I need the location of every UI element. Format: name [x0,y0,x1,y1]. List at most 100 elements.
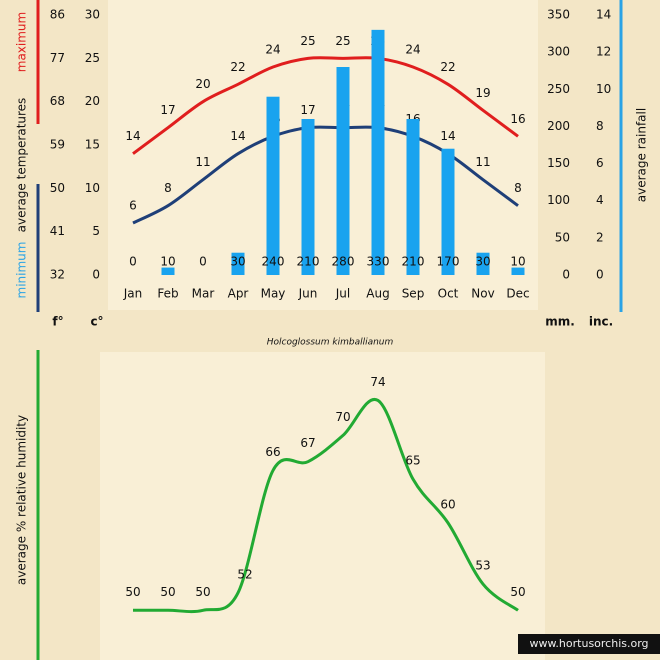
tick-label: 350 [547,8,570,22]
tick-label: 77 [50,51,65,65]
tick-label: 0 [596,268,604,282]
y2-axis-label: average rainfall [635,108,649,202]
x-tick-label: Mar [192,287,215,301]
data-label: 20 [195,77,210,91]
tick-label: 6 [596,156,604,170]
caption: Holcoglossum kimballianum [267,338,394,348]
bar [336,67,350,275]
unit-label: f° [52,315,63,329]
data-label: 22 [440,60,455,74]
x-tick-label: Dec [506,287,529,301]
data-label: 14 [440,129,455,143]
x-tick-label: Sep [402,287,425,301]
line [132,56,519,155]
legend-entry: maximum [15,12,29,72]
data-label: 30 [230,255,245,269]
data-label: 65 [405,454,420,468]
tick-label: 2 [596,230,604,244]
data-label: 60 [440,497,455,511]
tick-label: 41 [50,224,65,238]
data-label: 14 [230,129,245,143]
tick-label: 10 [596,82,611,96]
bar [301,119,315,275]
tick-label: 10 [85,181,100,195]
data-label: 25 [300,34,315,48]
data-label: 50 [160,585,175,599]
tick-label: 14 [596,8,611,22]
data-label: 11 [475,155,490,169]
legend-entry: minimum [15,242,29,299]
data-label: 70 [335,410,350,424]
data-label: 210 [402,255,425,269]
bar [161,267,175,275]
panel [100,352,545,660]
tick-label: 30 [85,8,100,22]
tick-label: 15 [85,138,100,152]
tick-label: 300 [547,45,570,59]
tick-label: 32 [50,268,65,282]
data-label: 170 [437,255,460,269]
data-label: 66 [265,445,280,459]
data-label: 0 [129,255,137,269]
tick-label: 4 [596,193,604,207]
tick-label: 250 [547,82,570,96]
x-tick-label: Apr [228,287,249,301]
tick-label: 100 [547,193,570,207]
tick-label: 68 [50,94,65,108]
bar [266,96,280,275]
bar [511,267,525,275]
data-label: 330 [367,255,390,269]
data-label: 17 [160,103,175,117]
data-label: 52 [237,567,252,581]
tick-label: 50 [50,181,65,195]
tick-label: 12 [596,45,611,59]
tick-label: 150 [547,156,570,170]
data-label: 50 [195,585,210,599]
tick-label: 86 [50,8,65,22]
data-label: 10 [160,255,175,269]
data-label: 280 [332,255,355,269]
x-tick-label: Aug [366,287,389,301]
unit-label: c° [90,315,103,329]
data-label: 10 [510,255,525,269]
data-label: 30 [475,255,490,269]
data-label: 8 [514,181,522,195]
tick-label: 200 [547,119,570,133]
x-tick-label: Oct [438,287,459,301]
data-label: 16 [510,112,525,126]
line [132,397,519,614]
data-label: 11 [195,155,210,169]
data-label: 67 [300,436,315,450]
tick-label: 8 [596,119,604,133]
panel [108,0,538,310]
watermark: www.hortusorchis.org [529,637,648,650]
data-label: 8 [164,181,172,195]
bar [476,252,490,275]
x-tick-label: Jan [123,287,143,301]
x-tick-label: Feb [157,287,178,301]
x-tick-label: Nov [471,287,494,301]
data-label: 240 [262,255,285,269]
watermark-bg [518,634,660,654]
data-label: 50 [125,585,140,599]
unit-label: inc. [589,315,613,329]
data-label: 22 [230,60,245,74]
data-label: 53 [475,559,490,573]
tick-label: 59 [50,138,65,152]
data-label: 210 [297,255,320,269]
tick-label: 25 [85,51,100,65]
x-tick-label: Jun [298,287,318,301]
bar [406,119,420,275]
tick-label: 0 [562,268,570,282]
tick-label: 0 [92,268,100,282]
bar [231,252,245,275]
unit-label: mm. [545,315,575,329]
y-axis-label: average temperatures [15,98,29,233]
data-label: 24 [405,43,420,57]
tick-label: 5 [92,224,100,238]
tick-label: 50 [555,230,570,244]
data-label: 50 [510,585,525,599]
data-label: 17 [300,103,315,117]
